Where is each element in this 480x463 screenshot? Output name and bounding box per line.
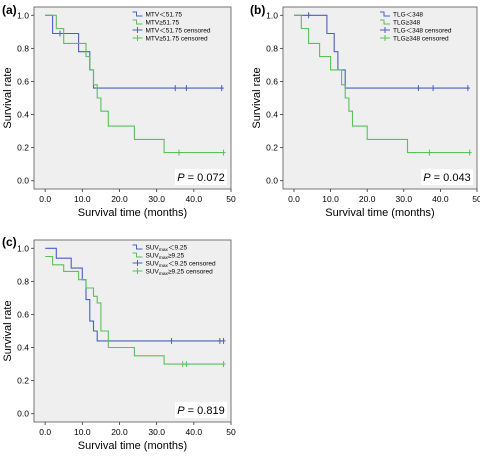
legend-swatch bbox=[132, 19, 143, 25]
y-axis-label: Survival rate bbox=[2, 67, 14, 128]
survival-curve-2 bbox=[45, 14, 224, 154]
x-tick-label: 20.0 bbox=[111, 194, 128, 204]
km-panel-2: (b) 0.0 0.2 0.4 0.6 0.8 1.0 0.0 10.0 20.0 30.0 40.0… bbox=[250, 3, 480, 219]
y-tick-label: 0.0 bbox=[17, 409, 29, 419]
y-tick-label: 0.8 bbox=[17, 276, 29, 286]
legend-swatch bbox=[380, 11, 390, 17]
legend-label: SUVmax＜9.25 censored bbox=[146, 261, 217, 270]
km-panel-3: (c) 0.0 0.2 0.4 0.6 0.8 1.0 0.0 10.0 20.0 30.0 40.0… bbox=[2, 235, 236, 452]
x-tick-label: 20.0 bbox=[359, 194, 376, 204]
x-axis-label: Survival time (months) bbox=[78, 207, 187, 219]
p-value: P = 0.043 bbox=[421, 169, 473, 185]
plot-area bbox=[282, 6, 478, 190]
plot-area bbox=[33, 239, 232, 423]
p-value-text: P = 0.043 bbox=[423, 172, 470, 184]
survival-curve-2 bbox=[294, 14, 470, 154]
y-tick-label: 0.0 bbox=[17, 176, 29, 186]
panel-label: (b) bbox=[250, 3, 265, 17]
legend-label: SUVmax≥9.25 bbox=[146, 253, 185, 262]
legend-label: SUVmax≥9.25 censored bbox=[146, 269, 214, 278]
x-tick-label: 10.0 bbox=[74, 427, 91, 437]
x-tick-label: 10.0 bbox=[322, 194, 339, 204]
x-axis-label: Survival time (months) bbox=[78, 440, 187, 452]
p-value-box bbox=[175, 169, 227, 185]
plot-area bbox=[33, 6, 232, 190]
p-value: P = 0.819 bbox=[175, 402, 227, 418]
y-tick-label: 0.4 bbox=[17, 343, 29, 353]
y-tick-label: 0.2 bbox=[17, 376, 29, 386]
x-tick-label: 0.0 bbox=[288, 194, 300, 204]
y-tick-label: 0.8 bbox=[17, 43, 29, 53]
survival-curve-1 bbox=[45, 247, 224, 342]
legend-label: TLG≥348 bbox=[393, 20, 420, 27]
legend-label: MTV＜51.75 censored bbox=[146, 28, 211, 35]
p-value-box bbox=[175, 402, 227, 418]
y-tick-label: 0.2 bbox=[266, 143, 278, 153]
x-tick-label: 40.0 bbox=[186, 427, 203, 437]
survival-curve-1 bbox=[294, 14, 470, 89]
x-tick-label: 0.0 bbox=[39, 194, 51, 204]
y-axis-label: Survival rate bbox=[2, 300, 14, 361]
y-tick-label: 0.6 bbox=[17, 76, 29, 86]
y-axis-label: Survival rate bbox=[251, 67, 263, 128]
legend-label: TLG≥348 censored bbox=[393, 36, 449, 43]
y-tick-label: 0.4 bbox=[17, 110, 29, 120]
x-tick-label: 40.0 bbox=[432, 194, 449, 204]
x-tick-label: 30.0 bbox=[148, 194, 165, 204]
y-tick-label: 0.8 bbox=[266, 43, 278, 53]
x-tick-label: 50 bbox=[472, 194, 480, 204]
legend-label: MTV＜51.75 bbox=[146, 12, 183, 19]
legend-label: MTV≥51.75 censored bbox=[146, 36, 208, 43]
legend-swatch bbox=[132, 11, 143, 17]
y-tick-label: 0.2 bbox=[17, 143, 29, 153]
y-tick-label: 0.6 bbox=[266, 76, 278, 86]
x-tick-label: 10.0 bbox=[74, 194, 91, 204]
x-tick-label: 0.0 bbox=[39, 427, 51, 437]
panel-label: (a) bbox=[2, 3, 17, 17]
p-value-box bbox=[421, 169, 473, 185]
y-tick-label: 0.4 bbox=[266, 110, 278, 120]
survival-curve-2 bbox=[45, 255, 224, 365]
km-panel-1: (a) 0.0 0.2 0.4 0.6 0.8 1.0 0.0 10.0 20.0 30.0 40.0… bbox=[2, 3, 236, 219]
x-tick-label: 50 bbox=[226, 427, 236, 437]
y-tick-label: 1.0 bbox=[17, 243, 29, 253]
p-value-text: P = 0.819 bbox=[177, 405, 224, 417]
legend-swatch bbox=[132, 252, 143, 258]
x-tick-label: 50 bbox=[226, 194, 236, 204]
x-tick-label: 30.0 bbox=[148, 427, 165, 437]
legend-label: TLG＜348 censored bbox=[393, 28, 452, 35]
legend-label: SUVmax＜9.25 bbox=[146, 245, 188, 254]
legend-swatch bbox=[132, 244, 143, 250]
x-tick-label: 30.0 bbox=[396, 194, 413, 204]
x-tick-label: 40.0 bbox=[186, 194, 203, 204]
p-value-text: P = 0.072 bbox=[177, 172, 224, 184]
x-tick-label: 20.0 bbox=[111, 427, 128, 437]
p-value: P = 0.072 bbox=[175, 169, 227, 185]
y-tick-label: 0.0 bbox=[266, 176, 278, 186]
legend-label: MTV≥51.75 bbox=[146, 20, 180, 27]
legend-swatch bbox=[380, 19, 390, 25]
y-tick-label: 0.6 bbox=[17, 309, 29, 319]
legend-label: TLG＜348 bbox=[393, 12, 423, 19]
panel-label: (c) bbox=[2, 235, 17, 249]
y-tick-label: 1.0 bbox=[266, 10, 278, 20]
y-tick-label: 1.0 bbox=[17, 10, 29, 20]
x-axis-label: Survival time (months) bbox=[325, 207, 434, 219]
